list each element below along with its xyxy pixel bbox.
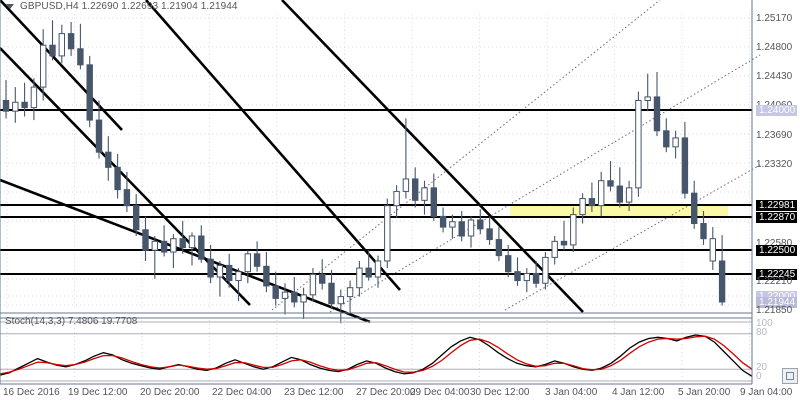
time-axis-label[interactable]: 30 Dec 12:00 [470,387,530,398]
price-axis-label[interactable]: 1.24800 [756,42,793,53]
stoch-level-label: 0 [756,371,762,382]
chart-header: GBPUSD,H4 1.22690 1.22693 1.21904 1.2194… [0,0,800,14]
time-axis-label[interactable]: 27 Dec 20:00 [356,387,416,398]
time-axis-label[interactable]: 29 Dec 04:00 [410,387,470,398]
price-axis-label[interactable]: 1.22580 [756,238,793,249]
price-axis-label[interactable]: 1.22210 [756,276,793,287]
chart-frame [0,0,753,385]
price-axis-label[interactable]: 1.21850 [756,305,793,316]
price-axis-label[interactable]: 1.22981 [756,200,798,211]
trendline-layer[interactable] [0,0,584,324]
time-axis-label[interactable]: 3 Jan 04:00 [545,387,598,398]
stoch-level-label: 100 [756,318,773,329]
grid-layer [0,14,752,383]
price-axis-label[interactable]: 1.24000 [756,105,798,116]
supply-zone-layer [510,206,728,216]
price-axis-label[interactable]: 1.22870 [756,212,798,223]
stoch-level-label: 80 [756,327,768,338]
stochastic-label: Stoch(14,3,3) 7.4806 19.7708 [5,316,138,327]
ascending-trendline-layer[interactable] [271,0,761,313]
symbol-ohlc-label: GBPUSD,H4 1.22690 1.22693 1.21904 1.2194… [20,1,238,12]
price-axis-label[interactable]: 1.22000 [756,291,798,302]
time-axis-label[interactable]: 20 Dec 20:00 [140,387,200,398]
price-axis-label[interactable]: 1.25170 [756,13,793,24]
price-axis-label[interactable]: 1.22500 [756,245,798,256]
price-axis-label[interactable]: 1.21944 [756,297,798,308]
price-axis-label[interactable]: 1.23320 [756,159,793,170]
time-axis-label[interactable]: 19 Dec 12:00 [68,387,128,398]
time-axis-label[interactable]: 4 Jan 12:00 [612,387,665,398]
chart-resize-icon[interactable] [782,368,798,384]
time-axis-label[interactable]: 23 Dec 12:00 [284,387,344,398]
price-axis-label[interactable]: 1.22245 [756,269,798,280]
stochastic-layer [0,321,753,382]
price-axis-label[interactable]: 1.24430 [756,71,793,82]
triangle-down-icon[interactable] [6,4,14,9]
candlestick-layer [2,20,726,324]
time-axis-label[interactable]: 5 Jan 20:00 [678,387,731,398]
time-axis-label[interactable]: 22 Dec 04:00 [212,387,272,398]
price-axis-label[interactable]: 1.23690 [756,130,793,141]
time-axis-label[interactable]: 9 Jan 04:00 [740,387,793,398]
time-axis-label[interactable]: 16 Dec 2016 [3,387,60,398]
stoch-level-label: 20 [756,362,768,373]
